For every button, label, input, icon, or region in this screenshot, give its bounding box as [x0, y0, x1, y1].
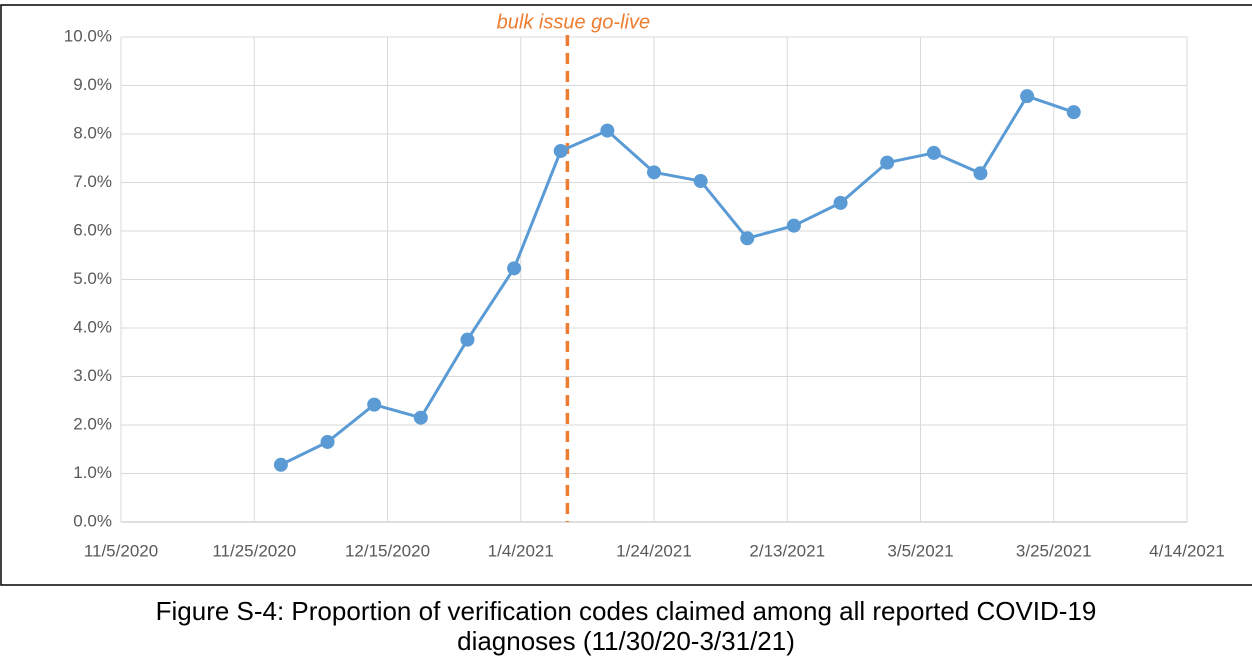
y-tick-label: 0.0%: [73, 511, 112, 530]
point: [833, 195, 848, 210]
point: [973, 166, 988, 181]
point: [553, 143, 568, 158]
series-line: [280, 94, 1075, 467]
point: [507, 261, 522, 276]
point: [1066, 105, 1081, 120]
x-tick-label: 12/15/2020: [345, 541, 430, 560]
point: [926, 145, 941, 160]
point: [786, 218, 801, 233]
y-tick-label: 10.0%: [64, 26, 112, 45]
y-tick-label: 1.0%: [73, 463, 112, 482]
chart: 0.0% 1.0% 2.0% 3.0% 4.0% 5.0% 6.0% 7.0% 8.0% 9.0%…: [0, 4, 1252, 586]
x-tick-label: 2/13/2021: [749, 541, 825, 560]
x-tick-label: 1/4/2021: [488, 541, 554, 560]
x-tick-label: 3/5/2021: [887, 541, 953, 560]
point: [320, 434, 335, 449]
point: [367, 397, 382, 412]
x-tick-label: 11/5/2020: [84, 541, 158, 560]
point: [413, 410, 428, 425]
x-tick-label: 1/24/2021: [616, 541, 692, 560]
x-tick-label: 4/14/2021: [1149, 541, 1225, 560]
point: [647, 165, 661, 180]
caption-line: diagnoses (11/30/20-3/31/21): [457, 626, 795, 656]
point: [693, 174, 708, 189]
y-tick-label: 6.0%: [73, 220, 112, 239]
point: [740, 231, 755, 246]
caption-line: Figure S-4: Proportion of verification c…: [155, 596, 1097, 626]
y-tick-label: 9.0%: [73, 75, 112, 94]
point: [273, 457, 288, 472]
x-tick-label: 3/25/2021: [1016, 541, 1092, 560]
point: [880, 155, 895, 170]
point: [460, 332, 475, 347]
y-tick-label: 4.0%: [73, 317, 112, 336]
point: [600, 123, 615, 138]
annotation-text: bulk issue go-live: [497, 11, 650, 33]
y-tick-label: 3.0%: [73, 366, 112, 385]
point: [1020, 89, 1035, 104]
y-tick-label: 5.0%: [73, 269, 112, 288]
x-tick-label: 11/25/2020: [212, 541, 296, 560]
y-tick-label: 8.0%: [73, 123, 112, 142]
y-tick-label: 7.0%: [73, 172, 112, 191]
caption: Figure S-4: Proportion of verification c…: [0, 596, 1252, 656]
chart-frame: [0, 4, 1252, 586]
y-tick-label: 2.0%: [73, 414, 112, 433]
